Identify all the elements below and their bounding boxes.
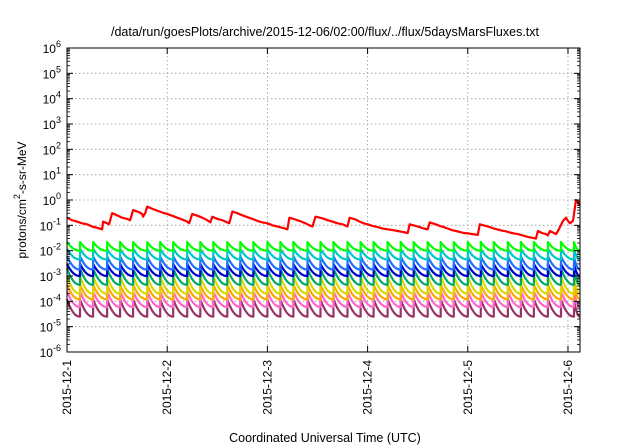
x-axis-label: Coordinated Universal Time (UTC) xyxy=(229,431,421,445)
y-tick-label: 100 xyxy=(43,191,61,208)
y-tick-label: 101 xyxy=(43,166,61,183)
svg-text:protons/cm2-s-sr-MeV: protons/cm2-s-sr-MeV xyxy=(12,141,29,258)
series-layer xyxy=(65,198,581,318)
y-tick-label: 10-5 xyxy=(40,318,61,335)
y-tick-label: 105 xyxy=(43,64,61,81)
y-axis-label-suffix: -s-sr-MeV xyxy=(15,141,29,194)
x-tick-label: 2015-12-1 xyxy=(60,360,74,415)
y-tick-label: 103 xyxy=(43,115,61,132)
series-line-main xyxy=(66,198,581,240)
y-tick-label: 10-1 xyxy=(40,216,61,233)
y-axis-label-prefix: protons/cm xyxy=(15,199,29,258)
series-line xyxy=(66,240,581,252)
series-line xyxy=(65,290,581,309)
x-tick-label: 2015-12-2 xyxy=(160,360,174,415)
y-tick-label: 106 xyxy=(43,39,61,56)
x-tick-label: 2015-12-3 xyxy=(260,360,274,415)
series-line xyxy=(65,274,581,295)
x-tick-label: 2015-12-5 xyxy=(461,360,475,415)
tick-labels: 10-6 10-5 10-4 10-3 10-2 10-1 100 101 102 103 104 1… xyxy=(40,39,575,415)
y-tick-label: 10-2 xyxy=(40,242,61,259)
x-tick-label: 2015-12-6 xyxy=(561,360,575,415)
y-tick-label: 104 xyxy=(43,90,61,107)
series-line xyxy=(65,298,581,318)
series-line xyxy=(65,267,581,286)
series-line xyxy=(66,262,581,278)
y-axis-label-superscript: 2 xyxy=(12,194,22,199)
x-tick-label: 2015-12-4 xyxy=(361,360,375,415)
series-line xyxy=(65,283,581,301)
y-tick-label: 10-6 xyxy=(40,343,61,360)
y-tick-label: 10-3 xyxy=(40,267,61,284)
chart-title: /data/run/goesPlots/archive/2015-12-06/0… xyxy=(111,25,540,39)
axes xyxy=(66,47,581,353)
y-axis-label: protons/cm2-s-sr-MeV xyxy=(12,141,29,258)
y-tick-label: 10-4 xyxy=(40,292,61,309)
series-line xyxy=(66,247,581,261)
y-tick-label: 102 xyxy=(43,140,61,157)
series-line xyxy=(66,255,581,271)
